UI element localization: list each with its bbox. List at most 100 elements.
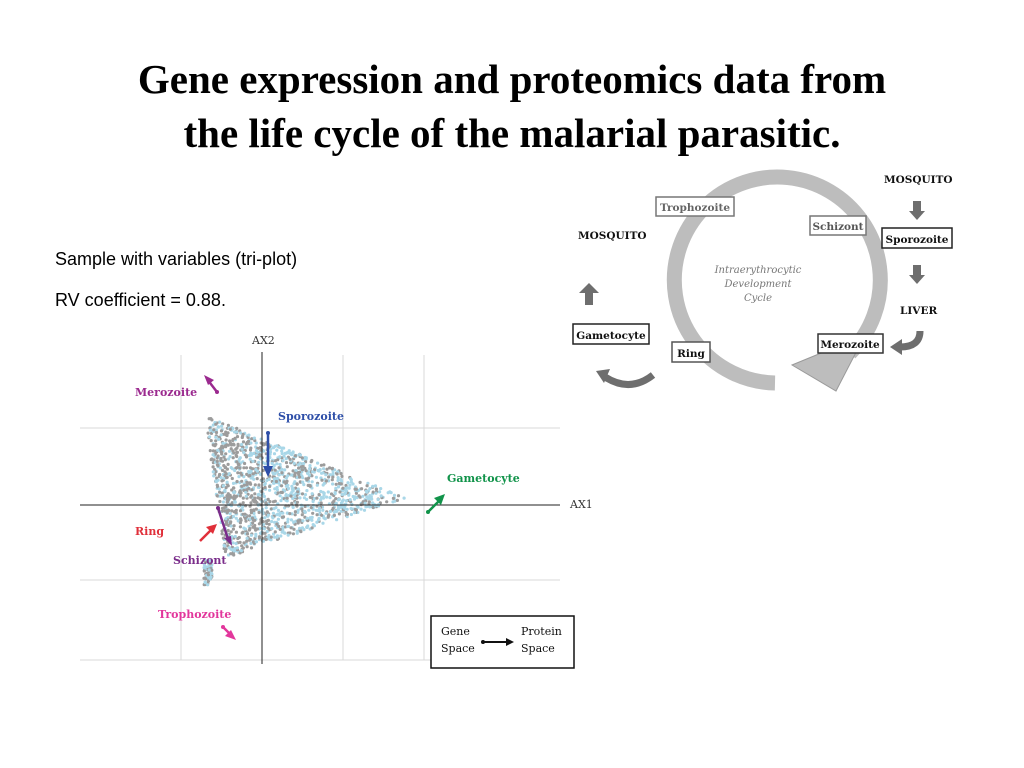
scatter-point bbox=[339, 472, 343, 476]
scatter-point bbox=[224, 438, 228, 442]
scatter-point bbox=[237, 535, 241, 540]
scatter-point bbox=[244, 494, 248, 498]
scatter-point bbox=[235, 479, 239, 484]
scatter-point bbox=[244, 442, 248, 446]
scatter-point bbox=[290, 473, 294, 477]
scatter-point bbox=[269, 507, 274, 511]
scatter-point bbox=[315, 496, 319, 500]
scatter-point bbox=[302, 461, 306, 466]
arrow-down-icon bbox=[909, 201, 925, 220]
scatter-point bbox=[225, 500, 229, 504]
scatter-point bbox=[324, 473, 328, 477]
scatter-point bbox=[252, 451, 256, 456]
scatter-point bbox=[315, 520, 319, 524]
scatter-point bbox=[291, 487, 295, 491]
scatter-point bbox=[266, 513, 270, 517]
scatter-point bbox=[235, 454, 239, 459]
scatter-point bbox=[284, 484, 288, 488]
scatter-point bbox=[220, 532, 224, 536]
scatter-point bbox=[284, 461, 289, 465]
scatter-point bbox=[374, 491, 378, 495]
gametocyte-arrow bbox=[426, 494, 445, 514]
scatter-point bbox=[221, 441, 225, 445]
scatter-point bbox=[310, 474, 314, 478]
scatter-point bbox=[222, 543, 226, 547]
scatter-point bbox=[224, 452, 228, 456]
scatter-point bbox=[294, 486, 298, 490]
scatter-point bbox=[328, 509, 332, 514]
scatter-point bbox=[276, 508, 280, 512]
scatter-point bbox=[298, 475, 302, 479]
scatter-point bbox=[344, 491, 348, 495]
scatter-point bbox=[301, 480, 305, 484]
scatter-point bbox=[251, 521, 255, 525]
scatter-point bbox=[270, 461, 274, 465]
scatter-point bbox=[280, 449, 284, 453]
scatter-point bbox=[241, 501, 245, 505]
scatter-point bbox=[272, 464, 276, 468]
scatter-point bbox=[240, 442, 244, 447]
scatter-point bbox=[254, 534, 258, 538]
scatter-point bbox=[396, 494, 401, 498]
scatter-point bbox=[402, 496, 406, 500]
scatter-point bbox=[324, 479, 328, 483]
scatter-point bbox=[227, 457, 231, 461]
scatter-point bbox=[259, 457, 263, 461]
scatter-point bbox=[293, 513, 297, 517]
point-cloud bbox=[202, 417, 406, 587]
scatter-point bbox=[250, 437, 254, 441]
scatter-point bbox=[280, 515, 284, 519]
scatter-point bbox=[270, 527, 274, 531]
scatter-point bbox=[291, 450, 295, 454]
scatter-point bbox=[340, 492, 344, 497]
scatter-point bbox=[249, 546, 254, 550]
scatter-point bbox=[235, 450, 239, 454]
scatter-point bbox=[364, 505, 368, 509]
scatter-point bbox=[367, 500, 371, 504]
scatter-point bbox=[374, 487, 378, 491]
scatter-point bbox=[230, 476, 234, 481]
scatter-point bbox=[349, 506, 353, 511]
scatter-point bbox=[232, 486, 236, 490]
curved-arrow-icon bbox=[890, 330, 924, 355]
schizont-arrow bbox=[216, 506, 232, 546]
scatter-point bbox=[215, 483, 219, 487]
trophozoite-arrow bbox=[221, 625, 236, 640]
legend-protein-line1: Protein bbox=[521, 625, 562, 638]
scatter-point bbox=[229, 530, 233, 534]
scatter-point bbox=[231, 456, 235, 460]
box-trophozoite: Trophozoite bbox=[655, 196, 735, 217]
scatter-point bbox=[335, 472, 339, 476]
scatter-point bbox=[276, 491, 280, 495]
scatter-point bbox=[296, 490, 300, 494]
scatter-point bbox=[273, 520, 277, 524]
scatter-point bbox=[302, 528, 306, 532]
scatter-point bbox=[224, 520, 229, 524]
scatter-point bbox=[227, 472, 231, 476]
scatter-point bbox=[243, 512, 247, 516]
scatter-point bbox=[225, 476, 229, 480]
scatter-point bbox=[241, 530, 245, 534]
scatter-point bbox=[231, 527, 235, 531]
scatter-point bbox=[300, 492, 305, 496]
scatter-point bbox=[301, 519, 305, 523]
scatter-point bbox=[233, 468, 237, 473]
scatter-point bbox=[245, 539, 249, 543]
scatter-point bbox=[339, 509, 343, 513]
scatter-point bbox=[241, 440, 246, 444]
scatter-point bbox=[241, 546, 245, 550]
scatter-point bbox=[243, 461, 247, 466]
scatter-point bbox=[357, 494, 361, 498]
scatter-point bbox=[268, 488, 272, 492]
scatter-point bbox=[226, 528, 230, 533]
scatter-point bbox=[264, 506, 268, 510]
scatter-point bbox=[353, 511, 357, 515]
scatter-point bbox=[209, 458, 213, 462]
scatter-point bbox=[303, 510, 307, 514]
scatter-point bbox=[319, 463, 323, 467]
scatter-point bbox=[258, 526, 262, 530]
scatter-point bbox=[338, 490, 342, 494]
scatter-point bbox=[259, 454, 263, 458]
scatter-point bbox=[333, 468, 337, 472]
scatter-point bbox=[244, 490, 248, 494]
